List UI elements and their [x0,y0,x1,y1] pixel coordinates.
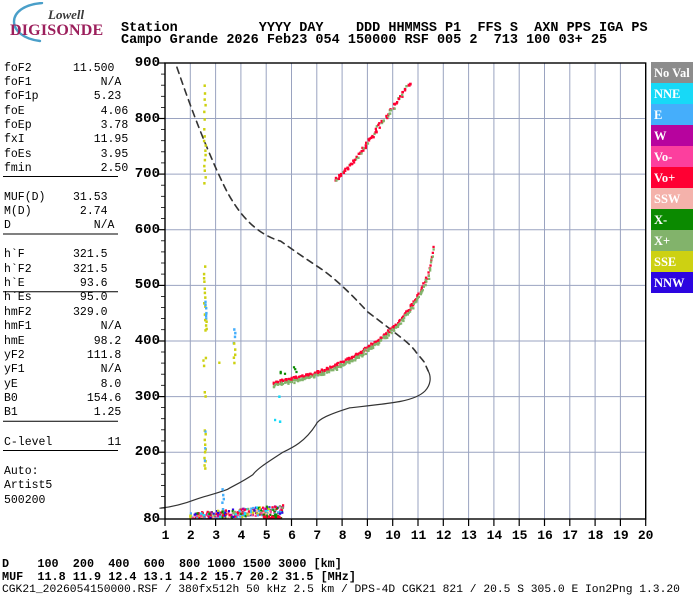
svg-text:Vo-: Vo- [654,150,672,164]
svg-text:X-: X- [654,213,667,227]
svg-text:No Val: No Val [654,66,690,80]
svg-text:SSE: SSE [654,255,676,269]
svg-text:Vo+: Vo+ [654,171,675,185]
svg-text:SSW: SSW [654,192,681,206]
svg-text:W: W [654,129,667,143]
svg-text:E: E [654,108,662,122]
svg-text:NNW: NNW [654,276,685,290]
svg-text:NNE: NNE [654,87,680,101]
svg-text:X+: X+ [654,234,670,248]
